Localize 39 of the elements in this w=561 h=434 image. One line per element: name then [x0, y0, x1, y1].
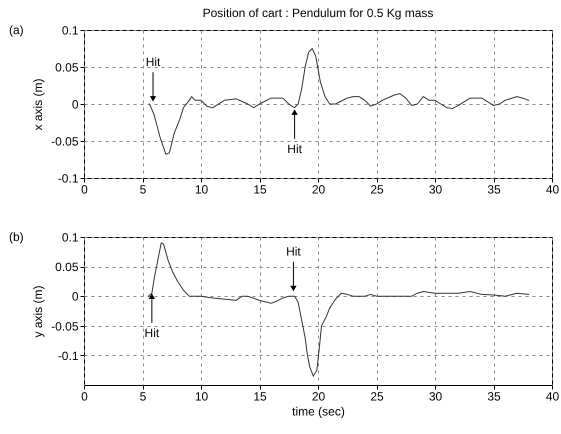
y-tick-label: 0.05 [55, 60, 79, 74]
y-axis-title: x axis (m) [31, 78, 46, 130]
y-tick-label: 0.1 [62, 24, 79, 38]
x-tick-label: 10 [194, 182, 208, 196]
x-tick-label: 20 [312, 182, 326, 196]
annotation: Hit [286, 244, 302, 259]
annotation: Hit [144, 326, 160, 340]
y-tick-label: 0.1 [62, 230, 79, 244]
chart-title: Position of cart : Pendulum for 0.5 Kg mass [202, 6, 434, 20]
x-tick-label: 0 [81, 182, 88, 196]
text: (a) [9, 23, 24, 37]
x-tick-label: 10 [194, 390, 208, 404]
y-tick-label: -0.1 [58, 172, 79, 186]
x-tick-label: 40 [546, 390, 560, 404]
x-tick-label: 25 [370, 390, 384, 404]
y-tick-label: 0.05 [55, 260, 79, 274]
y-tick-label: -0.05 [51, 134, 79, 148]
y-tick-label: 0 [72, 290, 79, 304]
y-tick-label: -0.1 [58, 348, 79, 363]
annotation: Hit [287, 142, 303, 156]
y-axis-title: y axis (m) [31, 286, 46, 338]
line-series [148, 242, 530, 377]
x-tick-label: 15 [253, 390, 267, 404]
text: (b) [9, 230, 24, 244]
x-axis-title: time (sec) [292, 404, 345, 418]
x-tick-label: 15 [253, 182, 267, 196]
x-tick-label: 20 [312, 390, 326, 404]
x-tick-label: 30 [428, 390, 442, 404]
x-tick-label: 40 [546, 182, 560, 196]
x-tick-label: 35 [487, 390, 501, 404]
x-tick-label: 35 [487, 182, 501, 196]
x-tick-label: 25 [370, 182, 384, 196]
x-tick-label: 5 [140, 390, 147, 404]
y-tick-label: 0 [72, 98, 79, 112]
y-tick-label: -0.05 [51, 319, 79, 334]
x-tick-label: 0 [81, 390, 88, 404]
x-tick-label: 30 [428, 182, 442, 196]
annotation: Hit [146, 54, 162, 69]
x-tick-label: 5 [140, 182, 147, 196]
